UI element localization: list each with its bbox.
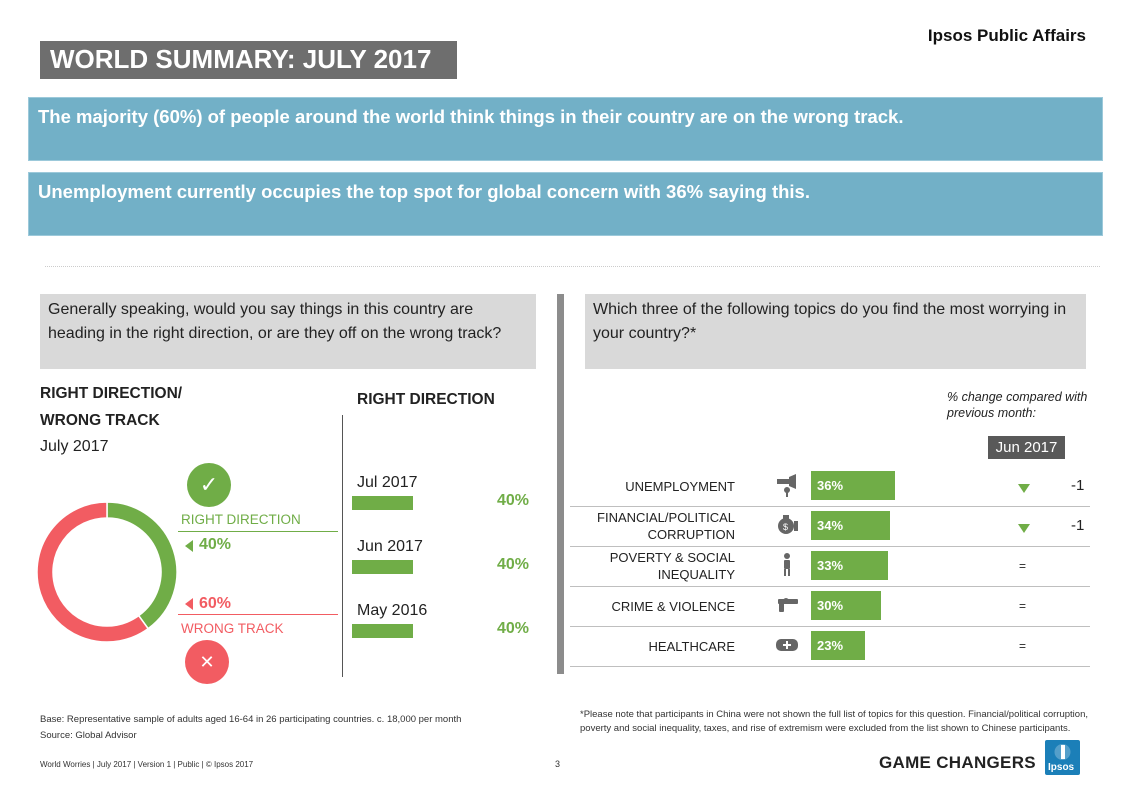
dotted-divider xyxy=(45,266,1100,267)
footer-meta: World Worries | July 2017 | Version 1 | … xyxy=(40,760,254,769)
trend-date-label: Jul 2017 xyxy=(357,474,418,491)
topic-label: HEALTHCARE xyxy=(648,639,735,654)
change-note-line2: previous month: xyxy=(947,406,1036,420)
svg-text:$: $ xyxy=(783,522,788,532)
right-direction-leader xyxy=(178,531,338,532)
down-arrow-icon xyxy=(1018,524,1030,533)
gun-icon xyxy=(774,591,800,617)
speaker-icon xyxy=(774,471,800,497)
cross-icon: ✕ xyxy=(185,640,229,684)
person-icon xyxy=(774,551,800,577)
check-icon: ✓ xyxy=(187,463,231,507)
right-direction-value: 40% xyxy=(199,536,232,553)
trend-value-label: 40% xyxy=(497,492,530,509)
trend-heading: RIGHT DIRECTION xyxy=(357,391,495,408)
topic-row-separator xyxy=(570,626,1090,627)
panel-separator xyxy=(557,294,564,674)
change-note-line1: % change compared with xyxy=(947,390,1088,404)
donut-heading-line1: RIGHT DIRECTION/ xyxy=(40,385,183,402)
headline-banner-unemployment: Unemployment currently occupies the top … xyxy=(28,172,1103,236)
game-changers-tagline: GAME CHANGERS xyxy=(879,753,1036,772)
topic-change-value: -1 xyxy=(1071,477,1085,494)
donut-heading-line2: WRONG TRACK xyxy=(40,412,160,429)
wrong-track-value: 60% xyxy=(199,595,232,612)
topic-label: UNEMPLOYMENT xyxy=(625,479,735,494)
ipsos-logo: Ipsos xyxy=(1045,740,1080,775)
page-title: WORLD SUMMARY: JULY 2017 xyxy=(40,41,457,79)
down-arrow-icon xyxy=(1018,484,1030,493)
trend-date-label: Jun 2017 xyxy=(357,538,423,555)
source-note: Source: Global Advisor xyxy=(40,730,137,741)
topic-bar: 36% xyxy=(811,471,895,500)
topic-row-separator xyxy=(570,666,1090,667)
direction-donut-chart xyxy=(36,501,178,643)
topic-row: HEALTHCARE 23% = xyxy=(572,626,1090,666)
china-footnote: *Please note that participants in China … xyxy=(580,709,1088,734)
trend-bar xyxy=(352,560,413,574)
topic-row-separator xyxy=(570,506,1090,507)
trend-value-label: 40% xyxy=(497,620,530,637)
no-change-marker: = xyxy=(1019,599,1027,613)
topic-row: CRIME & VIOLENCE 30% = xyxy=(572,586,1090,626)
trend-bar xyxy=(352,496,413,510)
topic-bar: 30% xyxy=(811,591,881,620)
wrong-track-label: WRONG TRACK xyxy=(181,621,284,636)
topic-row: POVERTY & SOCIAL INEQUALITY 33% = xyxy=(572,546,1090,586)
topic-label: POVERTY & SOCIAL INEQUALITY xyxy=(609,550,735,582)
trend-date-label: May 2016 xyxy=(357,602,428,619)
topic-label: FINANCIAL/POLITICAL CORRUPTION xyxy=(597,510,735,542)
medical-kit-icon xyxy=(774,631,800,657)
wrong-track-leader xyxy=(178,614,338,615)
topic-label: CRIME & VIOLENCE xyxy=(611,599,735,614)
trend-bar xyxy=(352,624,413,638)
question-direction: Generally speaking, would you say things… xyxy=(40,294,536,369)
left-arrow-icon xyxy=(185,540,193,552)
comparison-period-badge: Jun 2017 xyxy=(988,436,1065,459)
no-change-marker: = xyxy=(1019,639,1027,653)
left-arrow-icon xyxy=(185,598,193,610)
topic-row: UNEMPLOYMENT 36% -1 xyxy=(572,466,1090,506)
question-worries: Which three of the following topics do y… xyxy=(585,294,1086,369)
no-change-marker: = xyxy=(1019,559,1027,573)
money-bag-icon: $ xyxy=(774,511,800,537)
page-number: 3 xyxy=(555,759,561,769)
trend-value-label: 40% xyxy=(497,556,530,573)
right-direction-label: RIGHT DIRECTION xyxy=(181,512,301,527)
headline-banner-wrong-track: The majority (60%) of people around the … xyxy=(28,97,1103,161)
trend-axis-line xyxy=(342,415,343,677)
donut-slice-wrong-track xyxy=(36,501,150,643)
base-note: Base: Representative sample of adults ag… xyxy=(40,714,462,725)
brand-name: Ipsos Public Affairs xyxy=(927,26,1086,45)
donut-period: July 2017 xyxy=(40,438,109,455)
topic-row-separator xyxy=(570,586,1090,587)
topic-bar: 23% xyxy=(811,631,865,660)
topic-change-value: -1 xyxy=(1071,517,1085,534)
topic-bar: 33% xyxy=(811,551,888,580)
topic-row-separator xyxy=(570,546,1090,547)
topic-row: FINANCIAL/POLITICAL CORRUPTION $34% -1 xyxy=(572,506,1090,546)
topic-bar: 34% xyxy=(811,511,891,540)
donut-slice-right-direction xyxy=(106,501,178,630)
